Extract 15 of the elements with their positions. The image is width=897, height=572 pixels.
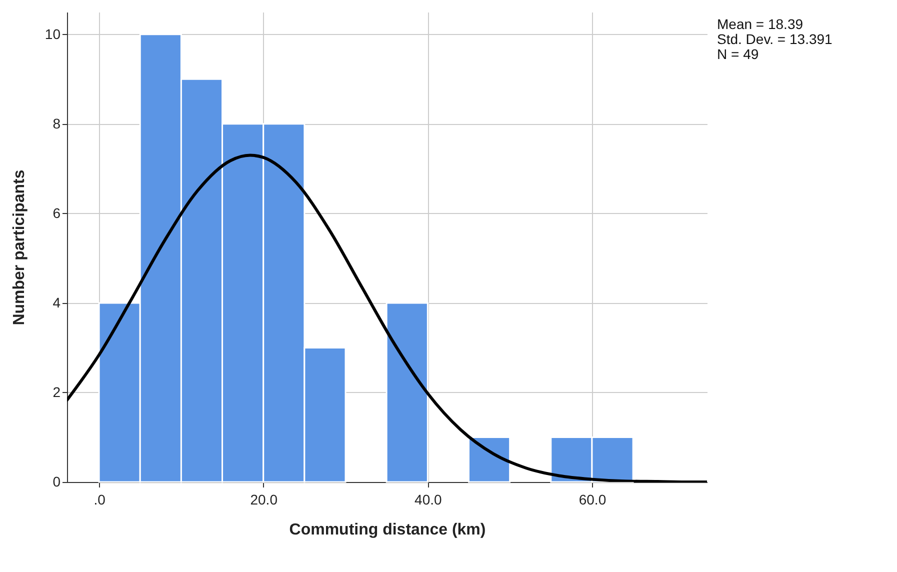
y-tick-label: 4 <box>52 294 61 310</box>
y-tick-label: 8 <box>52 115 61 132</box>
x-axis-title: Commuting distance (km) <box>289 522 486 538</box>
y-axis-title: Number participants <box>10 170 28 326</box>
text: N = 49 <box>717 46 759 62</box>
y-tick-label: 6 <box>52 204 61 221</box>
x-tick-label: .0 <box>94 492 106 508</box>
x-tick-label: 20.0 <box>250 492 278 508</box>
y-tick-label: 2 <box>52 384 61 400</box>
text: Std. Dev. = 13.391 <box>717 31 833 47</box>
x-tick-label: 60.0 <box>578 492 606 508</box>
x-tick-label: 40.0 <box>414 492 442 508</box>
text: Mean = 18.39 <box>717 16 804 32</box>
y-tick-label: 10 <box>44 26 61 42</box>
y-tick-label: 0 <box>52 474 61 490</box>
